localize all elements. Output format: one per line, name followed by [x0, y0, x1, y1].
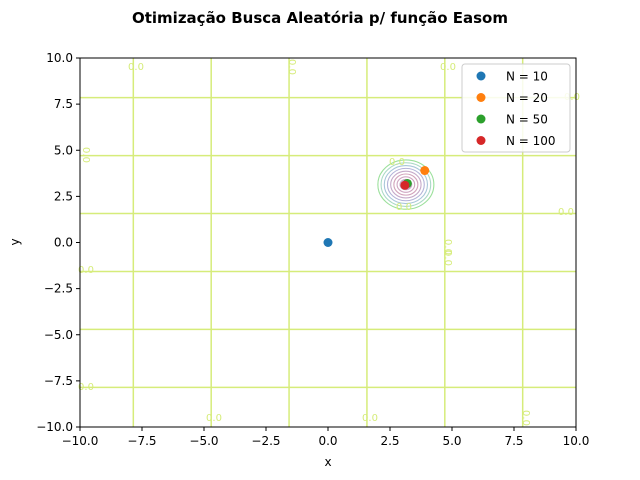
x-tick-label: 0.0 — [318, 434, 337, 448]
legend-marker — [476, 71, 486, 81]
data-point — [323, 238, 333, 247]
contour-label: 0.0 — [396, 202, 412, 213]
contour-label: 0.0 — [442, 239, 453, 255]
contour-label: 0.0 — [520, 410, 531, 426]
legend-box — [461, 63, 571, 153]
y-ticks: −10.0 −7.5 −5.0 −2.5 0.0 2.5 5.0 7.5 10.0 — [36, 51, 80, 434]
contour-ring — [377, 159, 435, 210]
y-tick-label: −5.0 — [44, 328, 73, 342]
contour-ring — [390, 170, 422, 199]
contour-label: 0.0 — [286, 59, 297, 75]
contour-label: 0.0 — [389, 157, 405, 168]
contour-ring — [383, 165, 429, 205]
y-tick-label: −2.5 — [44, 282, 73, 296]
contour-ring — [393, 173, 419, 196]
x-tick-label: 5.0 — [442, 434, 461, 448]
contour-ring — [386, 167, 425, 202]
points-layer — [323, 166, 430, 247]
y-tick-label: 5.0 — [54, 143, 73, 157]
legend-label: N = 10 — [506, 70, 548, 84]
contour-label: 0.0 — [128, 62, 144, 73]
chart-title: Otimização Busca Aleatória p/ função Eas… — [132, 9, 508, 27]
data-point — [400, 180, 410, 190]
x-axis-label: x — [324, 455, 331, 469]
y-tick-label: 10.0 — [46, 51, 73, 65]
x-tick-label: −7.5 — [127, 434, 156, 448]
legend-marker — [476, 93, 486, 102]
legend-marker — [476, 114, 486, 124]
y-tick-label: 2.5 — [54, 189, 73, 203]
x-tick-label: 10.0 — [563, 434, 590, 448]
contour-label: 0.0 — [564, 92, 580, 103]
contour-ring — [396, 176, 416, 193]
y-tick-label: −10.0 — [36, 420, 73, 434]
contour-label: 0.0 — [442, 250, 453, 266]
contour-label: 0.0 — [440, 62, 456, 73]
contour-label: 0.0 — [78, 382, 94, 393]
x-tick-label: −10.0 — [62, 434, 99, 448]
legend-label: N = 100 — [506, 134, 556, 148]
x-tick-label: −5.0 — [189, 434, 218, 448]
y-tick-label: 7.5 — [54, 97, 73, 111]
y-tick-label: 0.0 — [54, 236, 73, 250]
legend-label: N = 20 — [506, 91, 548, 105]
x-tick-label: 7.5 — [504, 434, 523, 448]
contour-label: 0.0 — [80, 147, 91, 163]
contour-label: 0.0 — [362, 413, 378, 424]
y-axis-label: y — [8, 238, 22, 245]
x-tick-label: −2.5 — [251, 434, 280, 448]
legend-label: N = 50 — [506, 113, 548, 127]
x-tick-label: 2.5 — [380, 434, 399, 448]
contour-ring — [380, 162, 432, 207]
legend-marker — [476, 136, 486, 145]
contour-label: 0.0 — [206, 413, 222, 424]
contour-label: 0.0 — [558, 207, 574, 218]
contour-label: 0.0 — [78, 265, 94, 276]
y-tick-label: −7.5 — [44, 374, 73, 388]
x-ticks: −10.0 −7.5 −5.0 −2.5 0.0 2.5 5.0 7.5 10.0 — [62, 427, 590, 448]
data-point — [420, 166, 430, 176]
legend: N = 10 N = 20 N = 50 N = 100 — [461, 63, 571, 153]
